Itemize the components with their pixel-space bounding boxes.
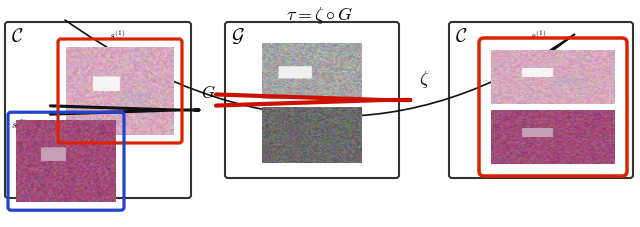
Text: $\mathcal{G}$: $\mathcal{G}$ (231, 27, 244, 46)
FancyBboxPatch shape (5, 22, 191, 198)
Text: $s^{(1)}$: $s^{(1)}$ (109, 28, 125, 42)
Text: $\tau = \zeta \circ G$: $\tau = \zeta \circ G$ (286, 5, 354, 26)
Text: $s^{(2)}$: $s^{(2)}$ (11, 117, 28, 131)
Text: $\mathcal{C}$: $\mathcal{C}$ (11, 27, 24, 46)
FancyBboxPatch shape (225, 22, 399, 178)
Text: $\mathcal{C}$: $\mathcal{C}$ (455, 27, 467, 46)
Text: $\zeta$: $\zeta$ (419, 69, 429, 90)
Text: $s^{(1)}$: $s^{(1)}$ (531, 28, 547, 42)
Text: $G$: $G$ (201, 84, 215, 102)
FancyBboxPatch shape (449, 22, 633, 178)
